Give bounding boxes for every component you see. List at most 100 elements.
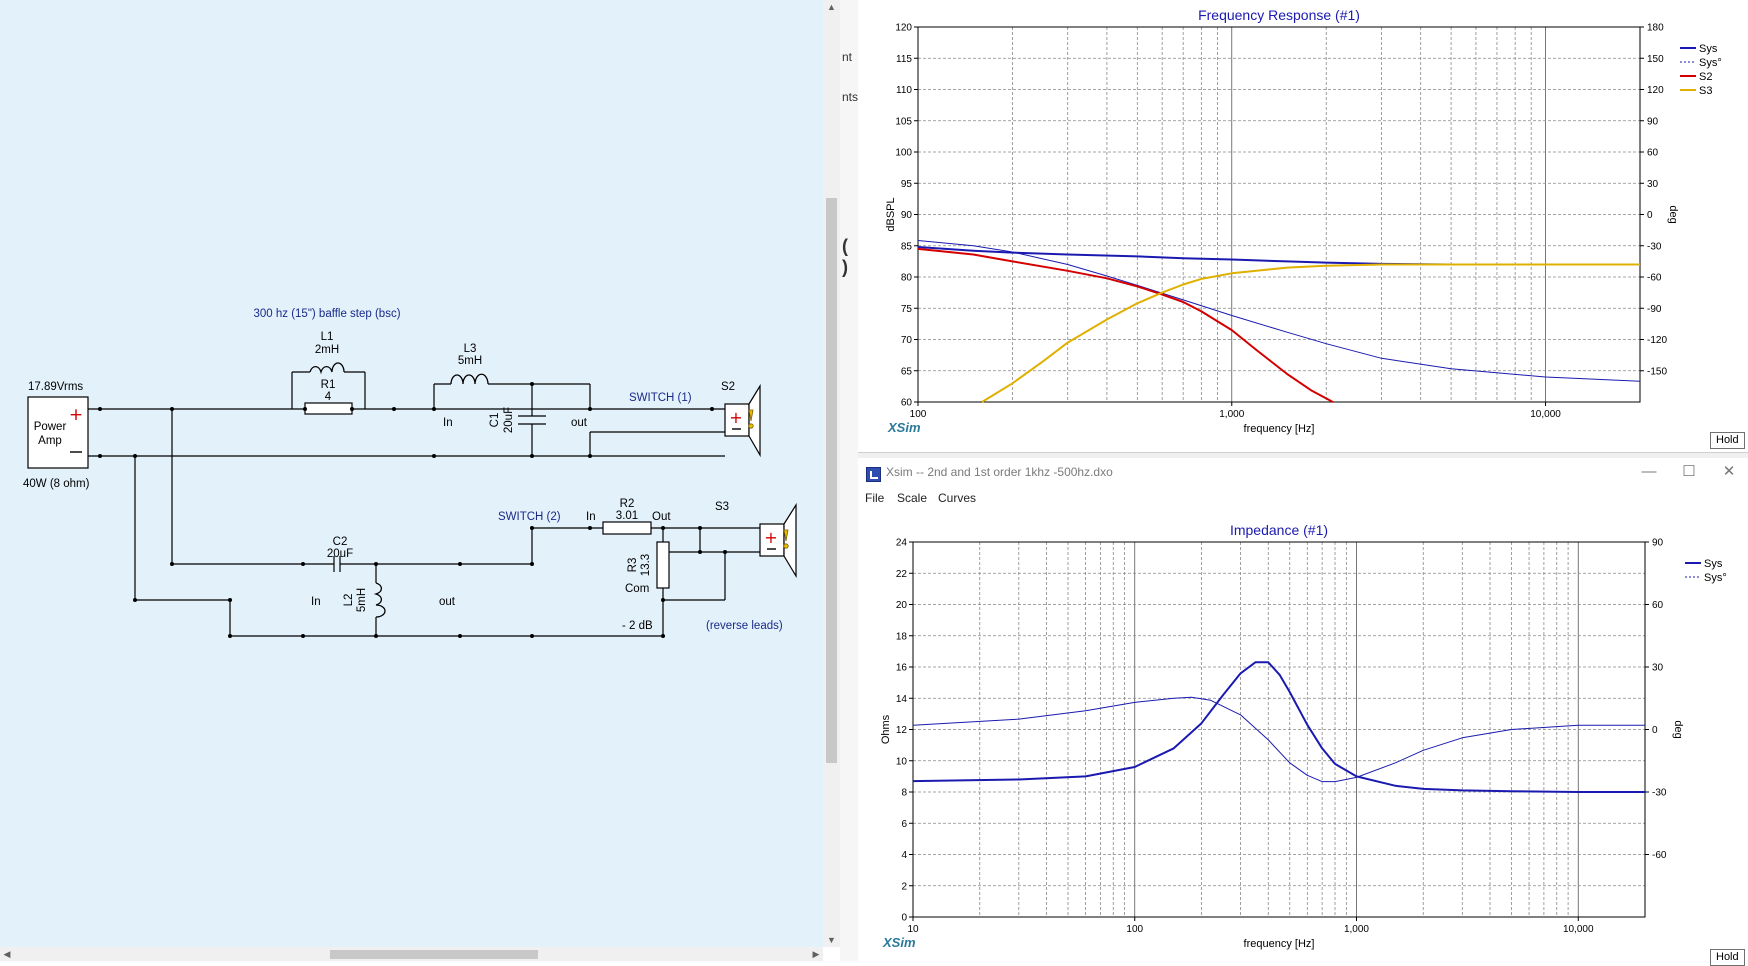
menu-scale[interactable]: Scale [897, 491, 928, 505]
y2-tick-label: 0 [1652, 725, 1658, 736]
hidden-text-fragment: nt [842, 50, 853, 64]
x-tick-label: 1,000 [1219, 409, 1244, 420]
power-amp-block[interactable] [27, 396, 89, 469]
r1-value: 4 [325, 391, 332, 403]
y2-tick-label: 180 [1647, 23, 1664, 34]
y2-tick-label: 30 [1652, 663, 1664, 674]
hold-button[interactable]: Hold [1710, 949, 1745, 966]
l2-name: L2 [343, 594, 355, 607]
legend-label: Sys [1699, 43, 1718, 55]
schematic-horizontal-scrollbar[interactable]: ◀ ▶ [0, 947, 823, 961]
horizontal-scroll-thumb[interactable] [330, 950, 538, 959]
series-line-1 [917, 240, 1641, 382]
y2-tick-label: 90 [1647, 116, 1659, 127]
svg-text:+: + [729, 408, 742, 427]
y-tick-label: 4 [901, 850, 907, 861]
close-icon[interactable]: ✕ [1722, 463, 1736, 480]
y-tick-label: 90 [901, 210, 913, 221]
r2-value: 3.01 [616, 510, 638, 522]
c1-name: C1 [489, 413, 501, 428]
y-tick-label: 12 [896, 725, 908, 736]
menu-curves[interactable]: Curves [938, 491, 977, 505]
chart-title: Frequency Response (#1) [1198, 7, 1360, 23]
y2-tick-label: 60 [1652, 600, 1664, 611]
y-tick-label: 105 [895, 116, 912, 127]
r3-value: 13.3 [640, 554, 652, 576]
legend-label: S3 [1699, 85, 1712, 97]
y-tick-label: 6 [901, 819, 907, 830]
chart-title: Impedance (#1) [1230, 522, 1328, 538]
y-tick-label: 24 [896, 538, 908, 549]
amp-voltage-label: 17.89Vrms [28, 381, 83, 393]
schematic-canvas[interactable]: + + + 17.89Vrms Power Amp 40W (8 ohm) [0, 0, 823, 947]
y-tick-label: 100 [895, 148, 912, 159]
switch2-label[interactable]: SWITCH (2) [498, 511, 561, 523]
pad-com-label: Com [625, 583, 649, 595]
filter2-out-label: out [439, 596, 456, 608]
xsim-brand-logo: XSim [887, 420, 921, 435]
x-axis-label: frequency [Hz] [1244, 423, 1315, 435]
plot-frame [912, 541, 1646, 918]
legend-label: Sys° [1704, 572, 1727, 584]
schematic-vertical-scrollbar[interactable]: ▲ ▼ [823, 0, 840, 947]
amp-name-line1: Power [34, 421, 67, 433]
series-line-2 [917, 247, 1334, 403]
minimize-icon[interactable]: — [1641, 463, 1657, 480]
scroll-down-icon[interactable]: ▼ [827, 935, 836, 945]
x-tick-label: 100 [910, 409, 927, 420]
series-line-1 [912, 696, 1645, 783]
y-tick-label: 85 [901, 241, 913, 252]
maximize-icon[interactable]: ☐ [1682, 463, 1696, 480]
wire-junctions [98, 382, 727, 638]
filter2-in-label: In [311, 596, 321, 608]
y2-tick-label: -120 [1647, 335, 1667, 346]
vertical-scroll-thumb[interactable] [826, 198, 837, 763]
y-tick-label: 14 [896, 694, 908, 705]
y2-axis-label: deg [1667, 205, 1679, 223]
switch1-label[interactable]: SWITCH (1) [629, 392, 692, 404]
y-axis-label: dBSPL [885, 197, 897, 231]
hidden-text-fragment: ( ) [842, 236, 848, 277]
x-axis-label: frequency [Hz] [1244, 938, 1315, 950]
background-window-strip: nt nts ( ) [840, 0, 859, 961]
scroll-right-icon[interactable]: ▶ [812, 949, 820, 959]
window-title: Xsim -- 2nd and 1st order 1khz -500hz.dx… [886, 465, 1113, 479]
l3-name: L3 [464, 343, 477, 355]
y-tick-label: 65 [901, 366, 913, 377]
y2-axis-label: deg [1672, 720, 1684, 738]
y-tick-label: 8 [901, 788, 907, 799]
amp-name-line2: Amp [38, 435, 62, 447]
y2-tick-label: -30 [1652, 788, 1667, 799]
series-line-0 [912, 661, 1645, 793]
frequency-response-chart[interactable]: 60 65 70 75 80 85 90 95 100 105 110 115 120 -150 -120 -… [858, 0, 1748, 452]
y2-tick-label: 60 [1647, 148, 1659, 159]
legend-label: S2 [1699, 71, 1712, 83]
y-tick-label: 80 [901, 273, 913, 284]
y2-tick-label: -90 [1647, 304, 1662, 315]
y-axis-label: Ohms [880, 714, 892, 744]
s3-label: S3 [715, 501, 729, 513]
plot-frame [917, 26, 1641, 403]
y2-tick-label: 90 [1652, 538, 1664, 549]
speaker-s3-icon[interactable]: + [759, 502, 797, 579]
scroll-up-icon[interactable]: ▲ [827, 2, 836, 12]
r1-name: R1 [321, 379, 336, 391]
scroll-left-icon[interactable]: ◀ [3, 949, 11, 959]
legend-label: Sys° [1699, 57, 1722, 69]
reverse-leads-label: (reverse leads) [706, 620, 783, 632]
impedance-window: Xsim -- 2nd and 1st order 1khz -500hz.dx… [858, 458, 1748, 966]
speaker-s2-icon[interactable]: + [724, 383, 761, 458]
y-tick-label: 75 [901, 304, 913, 315]
c1-value: 20uF [503, 407, 515, 433]
hidden-text-fragment: nts [842, 90, 859, 104]
hold-button[interactable]: Hold [1710, 432, 1745, 449]
window-titlebar[interactable]: Xsim -- 2nd and 1st order 1khz -500hz.dx… [858, 458, 1748, 488]
menu-file[interactable]: File [865, 491, 885, 505]
y2-tick-label: -60 [1652, 850, 1667, 861]
y-tick-label: 0 [901, 913, 907, 924]
y2-tick-label: 30 [1647, 179, 1659, 190]
pad-in-label: In [586, 511, 596, 523]
y-tick-label: 95 [901, 179, 913, 190]
bsc-note-label: 300 hz (15") baffle step (bsc) [253, 308, 400, 320]
